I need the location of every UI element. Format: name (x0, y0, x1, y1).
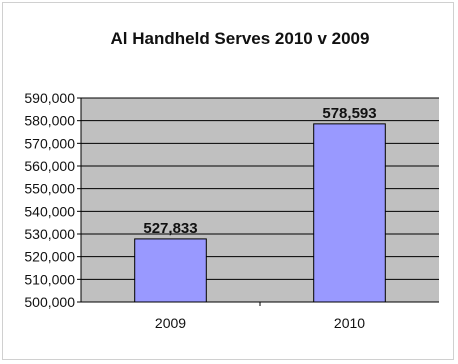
bar-2010 (313, 123, 386, 303)
data-label-2009: 527,833 (143, 220, 197, 237)
y-tick-label: 550,000 (24, 181, 75, 197)
bar-2009 (134, 238, 207, 303)
y-tick-label: 590,000 (24, 90, 75, 106)
bars (134, 123, 386, 303)
y-tick-label: 560,000 (24, 158, 75, 174)
y-tick-label: 510,000 (24, 271, 75, 287)
x-tick-label: 2010 (334, 315, 365, 331)
chart-title: Al Handheld Serves 2010 v 2009 (111, 29, 370, 48)
y-tick-label: 570,000 (24, 135, 75, 151)
y-tick-label: 530,000 (24, 226, 75, 242)
y-tick-label: 500,000 (24, 294, 75, 310)
y-tick-label: 540,000 (24, 203, 75, 219)
x-axis: 2009 2010 (155, 302, 365, 331)
y-axis: 500,000 510,000 520,000 530,000 540,000 550,0… (24, 90, 81, 310)
y-tick-label: 520,000 (24, 249, 75, 265)
data-label-2010: 578,593 (322, 105, 376, 122)
data-labels: 527,833 578,593 (143, 105, 376, 237)
x-tick-label: 2009 (155, 315, 186, 331)
y-tick-label: 580,000 (24, 113, 75, 129)
